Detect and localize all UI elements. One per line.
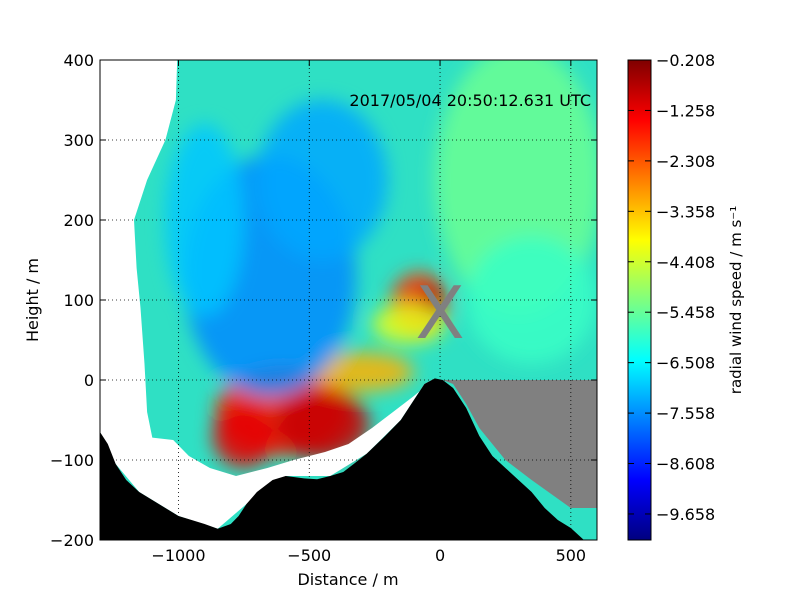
wind-feature	[256, 100, 388, 260]
x-tick-label: −500	[287, 546, 331, 565]
colorbar-tick-label: −4.408	[656, 253, 715, 272]
location-marker: X	[415, 271, 464, 355]
blocked-region	[442, 380, 597, 508]
x-tick-label: −1000	[151, 546, 205, 565]
colorbar-frame	[627, 59, 652, 541]
colorbar-tick-label: −8.608	[656, 455, 715, 474]
colorbar-tick-label: −3.358	[656, 202, 715, 221]
y-tick-label: −100	[50, 451, 94, 470]
y-tick-label: 200	[63, 211, 94, 230]
wind-feature	[275, 388, 370, 460]
timestamp-label: 2017/05/04 20:50:12.631 UTC	[349, 91, 591, 110]
colorbar-tick-label: −5.458	[656, 303, 715, 322]
terrain-profile	[100, 378, 597, 540]
colorbar-tick-label: −9.658	[656, 505, 715, 524]
colorbar-label: radial wind speed / m s⁻¹	[727, 206, 745, 394]
y-tick-label: 0	[84, 371, 94, 390]
colorbar: −0.208 −1.258 −2.308 −3.358 −4.408 −5.458 −6.5…	[627, 51, 745, 541]
y-tick-label: 100	[63, 291, 94, 310]
colorbar-tick-label: −2.308	[656, 152, 715, 171]
y-tick-label: 400	[63, 51, 94, 70]
colorbar-ticks: −0.208 −1.258 −2.308 −3.358 −4.408 −5.458 −6.5…	[628, 51, 715, 524]
x-axis-ticks: −1000 −500 0 500	[151, 60, 586, 565]
wind-feature	[309, 352, 414, 392]
x-axis-label: Distance / m	[297, 570, 398, 589]
y-tick-label: 300	[63, 131, 94, 150]
plot-area	[100, 60, 597, 540]
x-tick-label: 500	[556, 546, 587, 565]
colorbar-tick-label: −0.208	[656, 51, 715, 70]
colorbar-tick-label: −6.508	[656, 354, 715, 373]
colorbar-gradient	[628, 60, 651, 540]
colorbar-tick-label: −7.558	[656, 404, 715, 423]
y-tick-label: −200	[50, 531, 94, 550]
x-tick-label: 0	[435, 546, 445, 565]
y-axis-label: Height / m	[23, 258, 42, 342]
grid-lines	[100, 60, 597, 540]
y-axis-ticks: −200 −100 0 100 200 300 400	[50, 51, 597, 550]
wind-feature	[212, 404, 276, 468]
no-data-region	[100, 60, 435, 529]
wind-field-features	[165, 60, 597, 468]
wind-feature	[466, 236, 597, 364]
wind-feature	[372, 304, 446, 344]
colorbar-tick-label: −1.258	[656, 101, 715, 120]
